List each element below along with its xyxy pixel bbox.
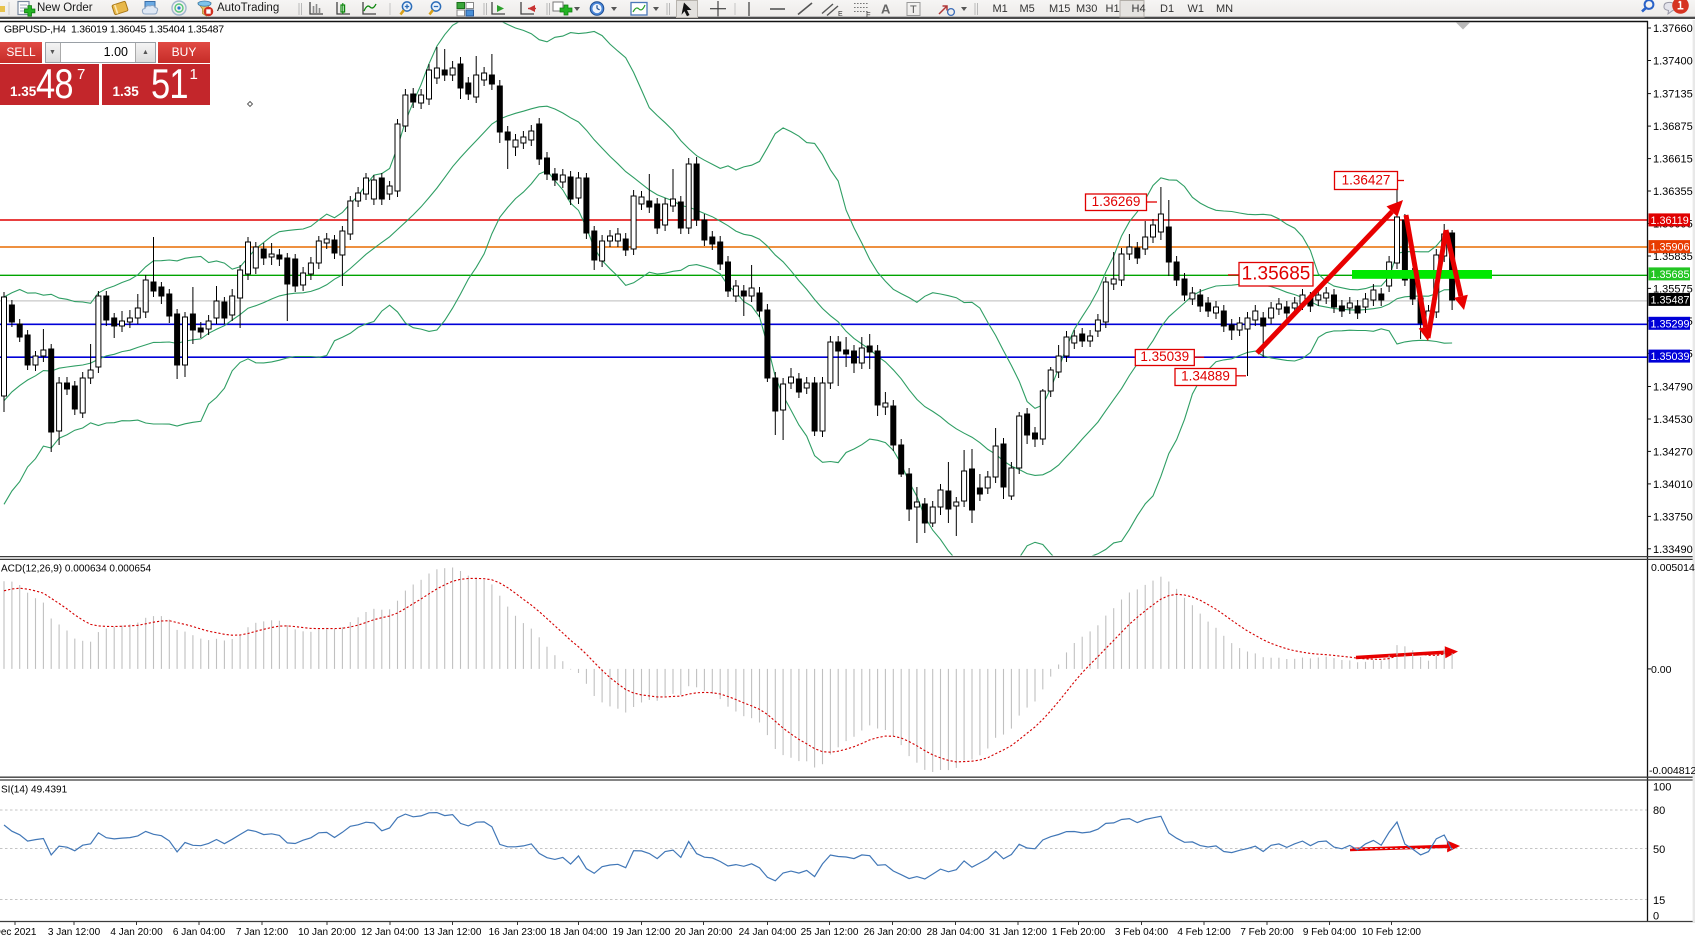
svg-text:28 Jan 04:00: 28 Jan 04:00 (927, 927, 985, 938)
svg-text:1.35039: 1.35039 (1651, 351, 1690, 363)
svg-text:25 Jan 12:00: 25 Jan 12:00 (801, 927, 859, 938)
svg-text:4 Feb 12:00: 4 Feb 12:00 (1177, 927, 1231, 938)
svg-text:16 Jan 23:00: 16 Jan 23:00 (489, 927, 547, 938)
svg-text:1.33490: 1.33490 (1653, 544, 1693, 556)
svg-text:3 Jan 12:00: 3 Jan 12:00 (48, 927, 101, 938)
svg-text:1.33750: 1.33750 (1653, 511, 1693, 523)
svg-text:1.37660: 1.37660 (1653, 23, 1693, 35)
svg-text:1.37400: 1.37400 (1653, 56, 1693, 68)
svg-text:1.35039: 1.35039 (1140, 349, 1189, 364)
svg-text:1.35685: 1.35685 (1651, 269, 1690, 281)
svg-text:1.35685: 1.35685 (1242, 263, 1311, 284)
svg-text:T: T (910, 4, 917, 16)
svg-text:18 Jan 04:00: 18 Jan 04:00 (550, 927, 608, 938)
svg-text:4 Jan 20:00: 4 Jan 20:00 (110, 927, 163, 938)
svg-text:1.35575: 1.35575 (1653, 283, 1693, 295)
svg-text:1.34010: 1.34010 (1653, 479, 1693, 491)
svg-text:80: 80 (1653, 805, 1665, 817)
svg-text:31 Jan 12:00: 31 Jan 12:00 (989, 927, 1047, 938)
svg-text:24 Jan 04:00: 24 Jan 04:00 (739, 927, 797, 938)
svg-text:3 Feb 04:00: 3 Feb 04:00 (1115, 927, 1169, 938)
svg-text:26 Jan 20:00: 26 Jan 20:00 (864, 927, 922, 938)
svg-text:10 Feb 12:00: 10 Feb 12:00 (1362, 927, 1421, 938)
svg-text:-0.004812: -0.004812 (1649, 765, 1695, 777)
svg-text:13 Jan 12:00: 13 Jan 12:00 (424, 927, 482, 938)
svg-text:50: 50 (1653, 844, 1665, 856)
svg-text:1 Feb 20:00: 1 Feb 20:00 (1052, 927, 1106, 938)
svg-text:0.00: 0.00 (1651, 664, 1672, 676)
svg-text:A: A (881, 2, 891, 17)
svg-text:1.36615: 1.36615 (1653, 154, 1693, 166)
svg-text:19 Jan 12:00: 19 Jan 12:00 (613, 927, 671, 938)
svg-text:1.34270: 1.34270 (1653, 446, 1693, 458)
svg-text:1.36427: 1.36427 (1342, 172, 1391, 187)
svg-text:10 Jan 20:00: 10 Jan 20:00 (298, 927, 356, 938)
svg-text:E: E (838, 11, 843, 18)
svg-text:12 Jan 04:00: 12 Jan 04:00 (361, 927, 419, 938)
svg-text:9 Feb 04:00: 9 Feb 04:00 (1303, 927, 1357, 938)
svg-text:SI(14) 49.4391: SI(14) 49.4391 (1, 785, 68, 796)
svg-text:1.35835: 1.35835 (1653, 251, 1693, 263)
svg-text:20 Jan 20:00: 20 Jan 20:00 (675, 927, 733, 938)
svg-text:1.36269: 1.36269 (1092, 194, 1141, 209)
svg-text:ACD(12,26,9) 0.000634 0.000654: ACD(12,26,9) 0.000634 0.000654 (1, 564, 152, 575)
svg-text:1.35487: 1.35487 (1651, 294, 1690, 306)
svg-text:0.005014: 0.005014 (1651, 562, 1695, 574)
svg-text:1.35299: 1.35299 (1651, 318, 1690, 330)
svg-text:1.37135: 1.37135 (1653, 89, 1693, 101)
svg-text:1.36355: 1.36355 (1653, 186, 1693, 198)
svg-text:1.36119: 1.36119 (1651, 215, 1689, 227)
svg-text:100: 100 (1653, 782, 1671, 794)
svg-text:Dec 2021: Dec 2021 (0, 927, 37, 938)
svg-text:6 Jan 04:00: 6 Jan 04:00 (173, 927, 226, 938)
svg-text:7 Jan 12:00: 7 Jan 12:00 (236, 927, 289, 938)
svg-text:7 Feb 20:00: 7 Feb 20:00 (1240, 927, 1294, 938)
svg-text:0: 0 (1653, 911, 1659, 923)
svg-text:1.34889: 1.34889 (1181, 369, 1230, 384)
svg-text:1.34790: 1.34790 (1653, 382, 1693, 394)
svg-text:1.35906: 1.35906 (1651, 242, 1690, 254)
svg-text:GBPUSD-,H4 1.36019 1.36045 1.: GBPUSD-,H4 1.36019 1.36045 1.35404 1.354… (4, 24, 224, 36)
svg-text:F: F (866, 10, 871, 19)
svg-text:1.36875: 1.36875 (1653, 121, 1693, 133)
svg-text:15: 15 (1653, 895, 1665, 907)
svg-text:1.34530: 1.34530 (1653, 414, 1693, 426)
